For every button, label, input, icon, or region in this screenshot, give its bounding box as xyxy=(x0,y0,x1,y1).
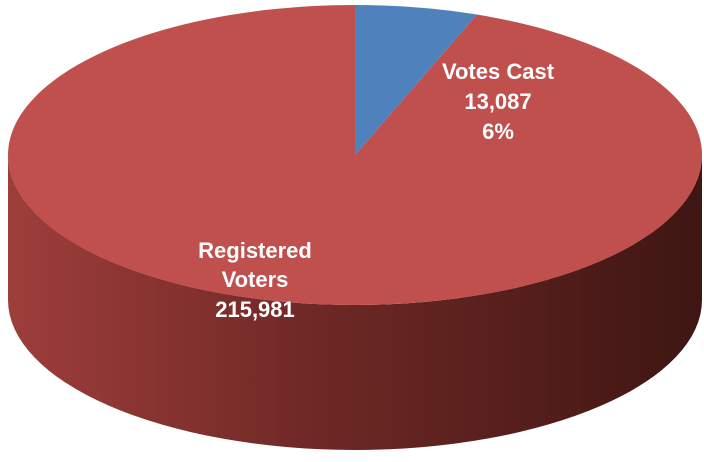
slice-label-votes-cast: Votes Cast xyxy=(442,59,555,84)
slice-percent-votes-cast: 6% xyxy=(482,119,514,144)
pie-slice-votes-cast xyxy=(355,5,477,155)
slice-value-votes-cast: 13,087 xyxy=(464,89,531,114)
slice-label-registered-line2: Voters xyxy=(222,267,289,292)
pie-slice-registered-voters xyxy=(7,5,702,305)
slice-label-registered-line1: Registered xyxy=(198,238,312,263)
slice-value-registered: 215,981 xyxy=(215,297,295,322)
pie-side-wall xyxy=(8,155,702,450)
